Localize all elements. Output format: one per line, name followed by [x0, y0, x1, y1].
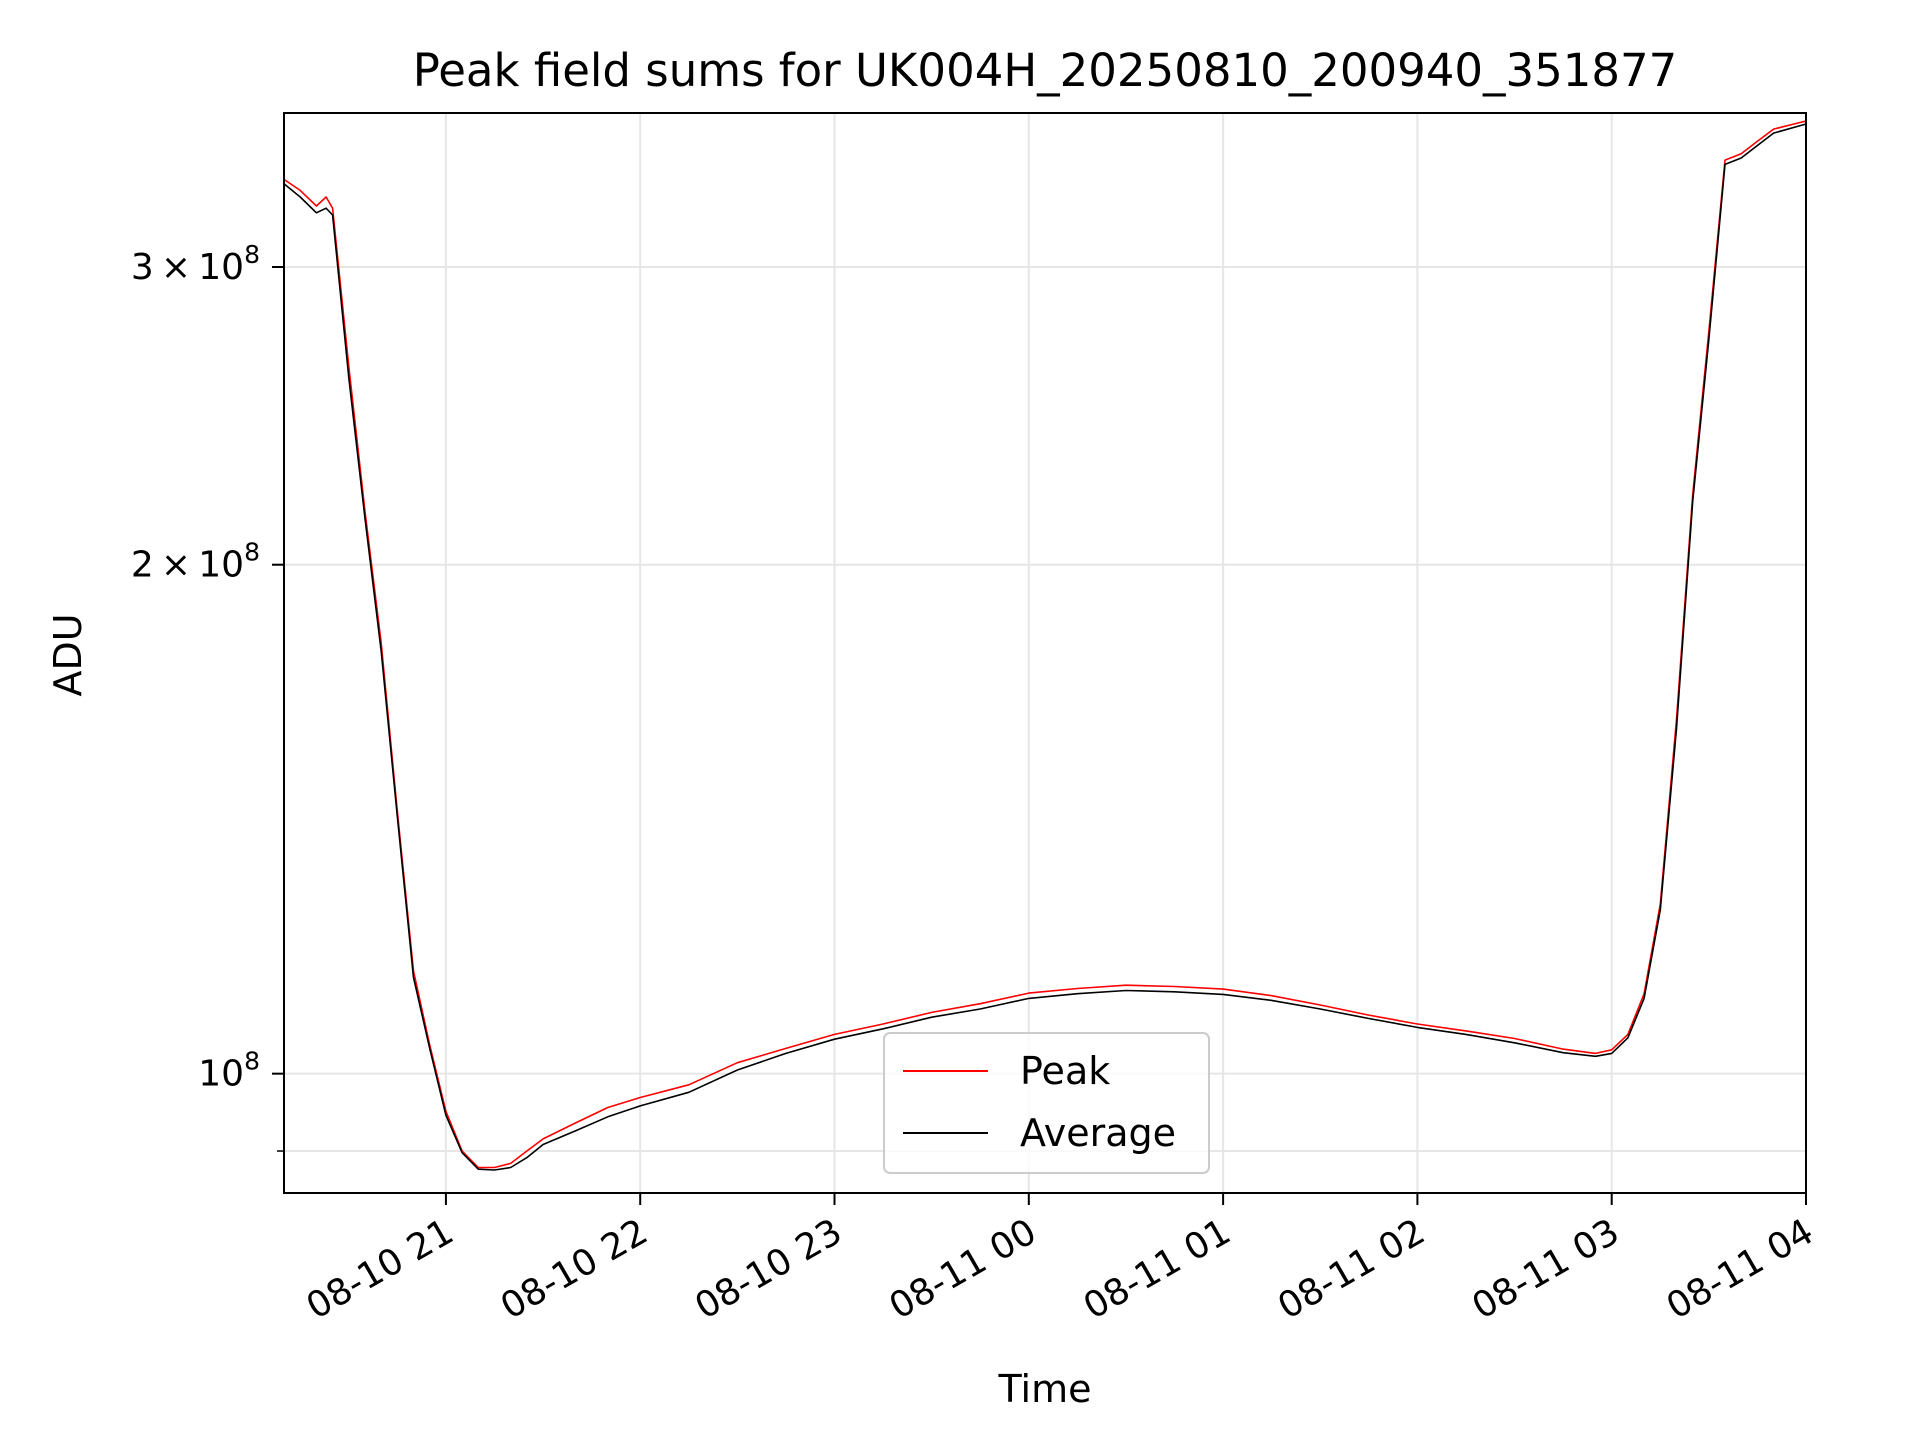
series-line-average: [283, 123, 1807, 1171]
y-tick-label: 3 × 108: [131, 240, 260, 288]
legend-label-average: Average: [1020, 1111, 1176, 1155]
legend-label-peak: Peak: [1020, 1049, 1110, 1093]
legend: Peak Average: [883, 1032, 1210, 1174]
y-tick-label: 108: [198, 1047, 260, 1095]
legend-box: [883, 1032, 1210, 1174]
y-axis-label: ADU: [46, 613, 90, 696]
plot-frame: [283, 112, 1807, 1194]
y-tick-label: 2 × 108: [131, 538, 260, 586]
chart-title: Peak field sums for UK004H_20250810_2009…: [413, 44, 1678, 97]
series-group: [283, 120, 1807, 1171]
x-axis-label: Time: [998, 1367, 1092, 1411]
